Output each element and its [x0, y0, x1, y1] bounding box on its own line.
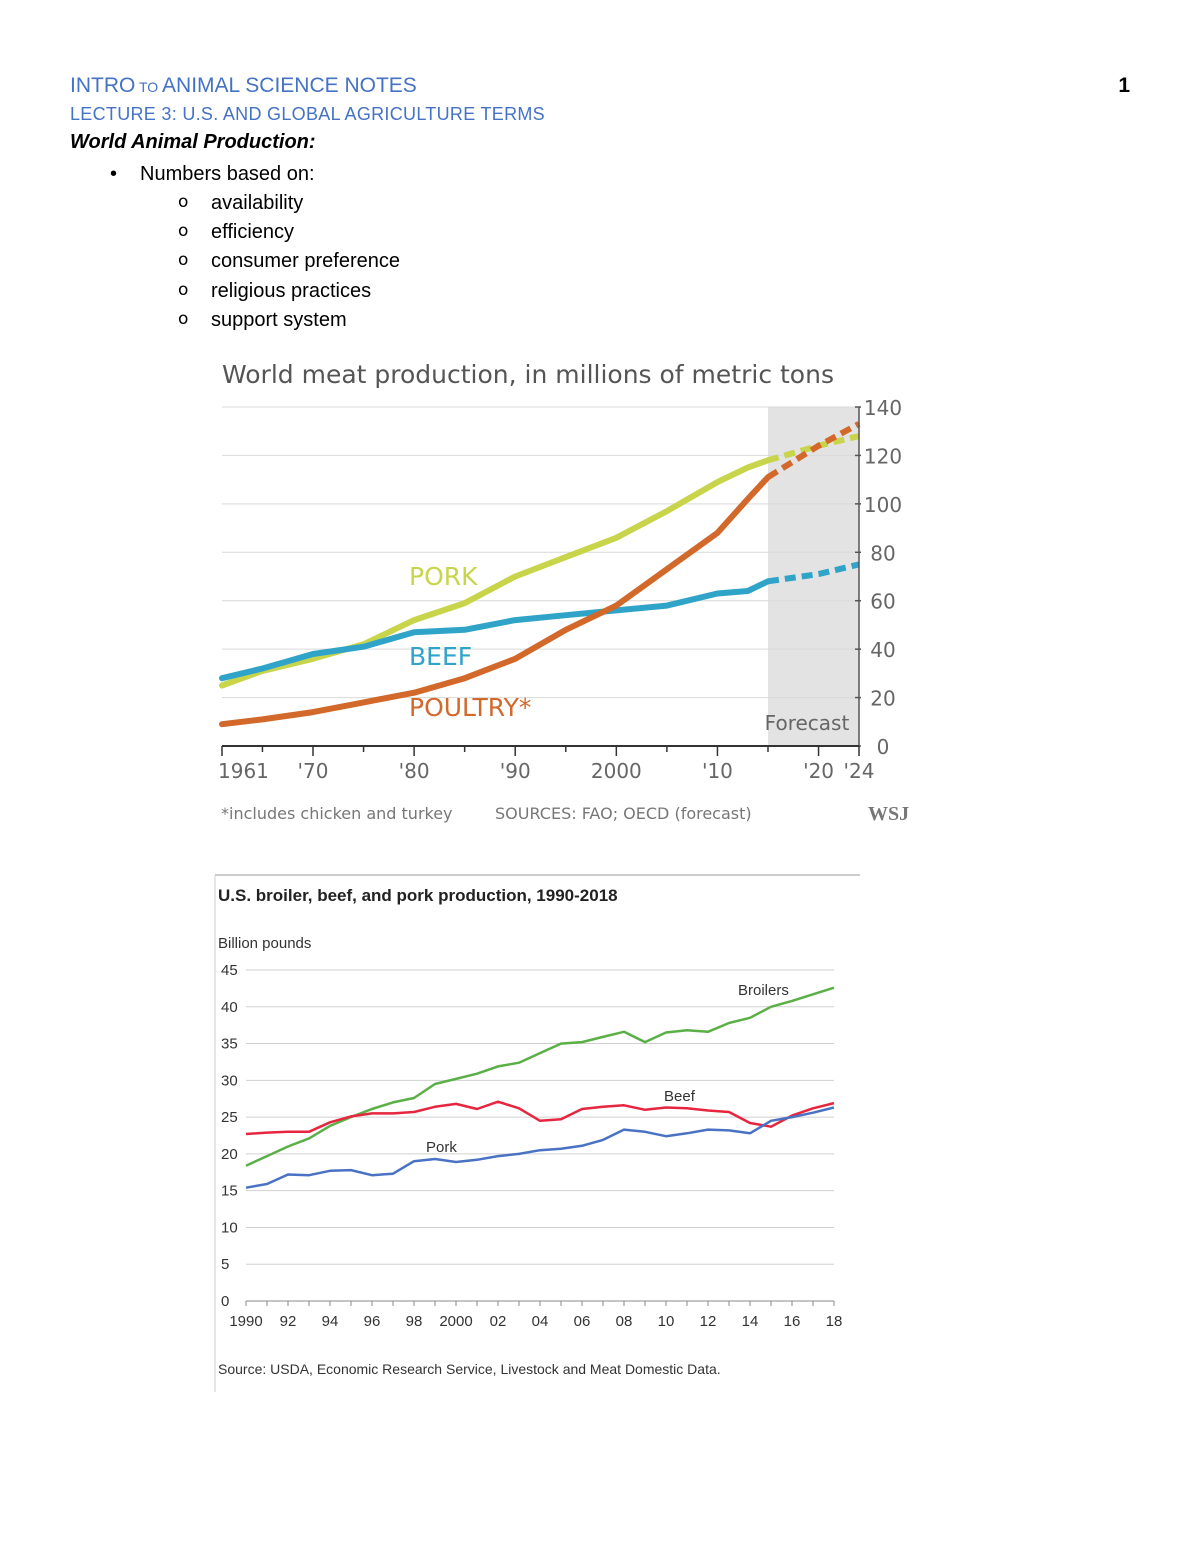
- y-tick-label: 140: [864, 396, 902, 420]
- bullet-list: Numbers based on: availability efficienc…: [108, 160, 400, 335]
- x-tick-label: 96: [364, 1313, 381, 1330]
- y-tick-label: 0: [221, 1293, 229, 1310]
- x-tick-label: 94: [322, 1313, 339, 1330]
- list-item: availability: [176, 188, 400, 218]
- series-label-beef: BEEF: [409, 642, 472, 671]
- y-tick-label: 0: [877, 735, 890, 759]
- y-tick-label: 100: [864, 493, 902, 517]
- x-tick-label: 16: [784, 1313, 801, 1330]
- list-item: efficiency: [176, 217, 400, 247]
- y-tick-label: 40: [221, 999, 238, 1016]
- forecast-line-beef: [767, 561, 860, 585]
- course-title: INTRO TO ANIMAL SCIENCE NOTES: [70, 74, 417, 97]
- sub-bullet-list: availability efficiency consumer prefere…: [140, 188, 400, 335]
- x-tick-label: 10: [658, 1313, 675, 1330]
- series-label-poultry: POULTRY*: [409, 693, 531, 722]
- forecast-region: [768, 407, 859, 746]
- x-tick-label: 1990: [229, 1313, 262, 1330]
- x-tick-label: 14: [742, 1313, 759, 1330]
- x-tick-label: 06: [574, 1313, 591, 1330]
- x-tick-label: 98: [406, 1313, 423, 1330]
- series-line-pork: [245, 1106, 835, 1189]
- series-line-broilers: [245, 986, 835, 1167]
- y-tick-label: 60: [870, 590, 895, 614]
- page-number: 1: [1118, 74, 1130, 97]
- x-tick-label: 2000: [591, 759, 642, 783]
- x-tick-label: 18: [826, 1313, 843, 1330]
- y-axis-label: Billion pounds: [218, 935, 311, 952]
- series-line-pork: [219, 457, 771, 689]
- x-tick-label: '70: [298, 759, 329, 783]
- y-tick-label: 10: [221, 1219, 238, 1236]
- series-label-pork: Pork: [426, 1139, 457, 1156]
- source-note: SOURCES: FAO; OECD (forecast): [495, 804, 752, 823]
- list-item: religious practices: [176, 276, 400, 306]
- list-item: support system: [176, 305, 400, 335]
- y-tick-label: 20: [221, 1146, 238, 1163]
- world-meat-chart: World meat production, in millions of me…: [218, 360, 909, 825]
- y-tick-label: 40: [870, 638, 895, 662]
- footnote: *includes chicken and turkey: [221, 804, 453, 823]
- y-tick-label: 35: [221, 1036, 238, 1053]
- x-tick-label: 04: [532, 1313, 549, 1330]
- y-tick-label: 20: [870, 687, 895, 711]
- y-tick-label: 45: [221, 962, 238, 979]
- chart-title: U.S. broiler, beef, and pork production,…: [218, 886, 618, 905]
- series-line-beef: [219, 578, 771, 682]
- list-item: consumer preference: [176, 246, 400, 276]
- x-tick-label: 12: [700, 1313, 717, 1330]
- y-tick-label: 30: [221, 1072, 238, 1089]
- section-title: World Animal Production:: [70, 131, 316, 153]
- x-tick-label: '90: [500, 759, 531, 783]
- lecture-title: LECTURE 3: U.S. AND GLOBAL AGRICULTURE T…: [70, 104, 545, 124]
- list-item: Numbers based on: availability efficienc…: [108, 160, 400, 335]
- series-label-beef: Beef: [664, 1088, 696, 1105]
- source-note: Source: USDA, Economic Research Service,…: [218, 1361, 721, 1377]
- y-tick-label: 25: [221, 1109, 238, 1126]
- wsj-logo: WSJ: [868, 803, 909, 825]
- x-tick-label: '10: [702, 759, 733, 783]
- y-tick-label: 15: [221, 1183, 238, 1200]
- x-tick-label: 08: [616, 1313, 633, 1330]
- x-tick-label: 02: [490, 1313, 507, 1330]
- forecast-label: Forecast: [765, 711, 850, 735]
- x-tick-label: 1961: [218, 759, 269, 783]
- forecast-line-poultry: [766, 421, 861, 480]
- x-tick-label: '20: [803, 759, 834, 783]
- y-tick-label: 5: [221, 1256, 229, 1273]
- series-label-pork: PORK: [409, 562, 478, 591]
- x-tick-label: '80: [399, 759, 430, 783]
- x-tick-label: '24: [844, 759, 875, 783]
- bullet-label: Numbers based on:: [140, 163, 315, 185]
- y-tick-label: 80: [870, 541, 895, 565]
- x-tick-label: 92: [280, 1313, 297, 1330]
- series-line-beef: [245, 1100, 835, 1136]
- series-line-poultry: [219, 474, 771, 728]
- chart-title: World meat production, in millions of me…: [222, 360, 834, 389]
- y-tick-label: 120: [864, 444, 902, 468]
- x-tick-label: 2000: [439, 1313, 472, 1330]
- series-label-broilers: Broilers: [738, 982, 789, 999]
